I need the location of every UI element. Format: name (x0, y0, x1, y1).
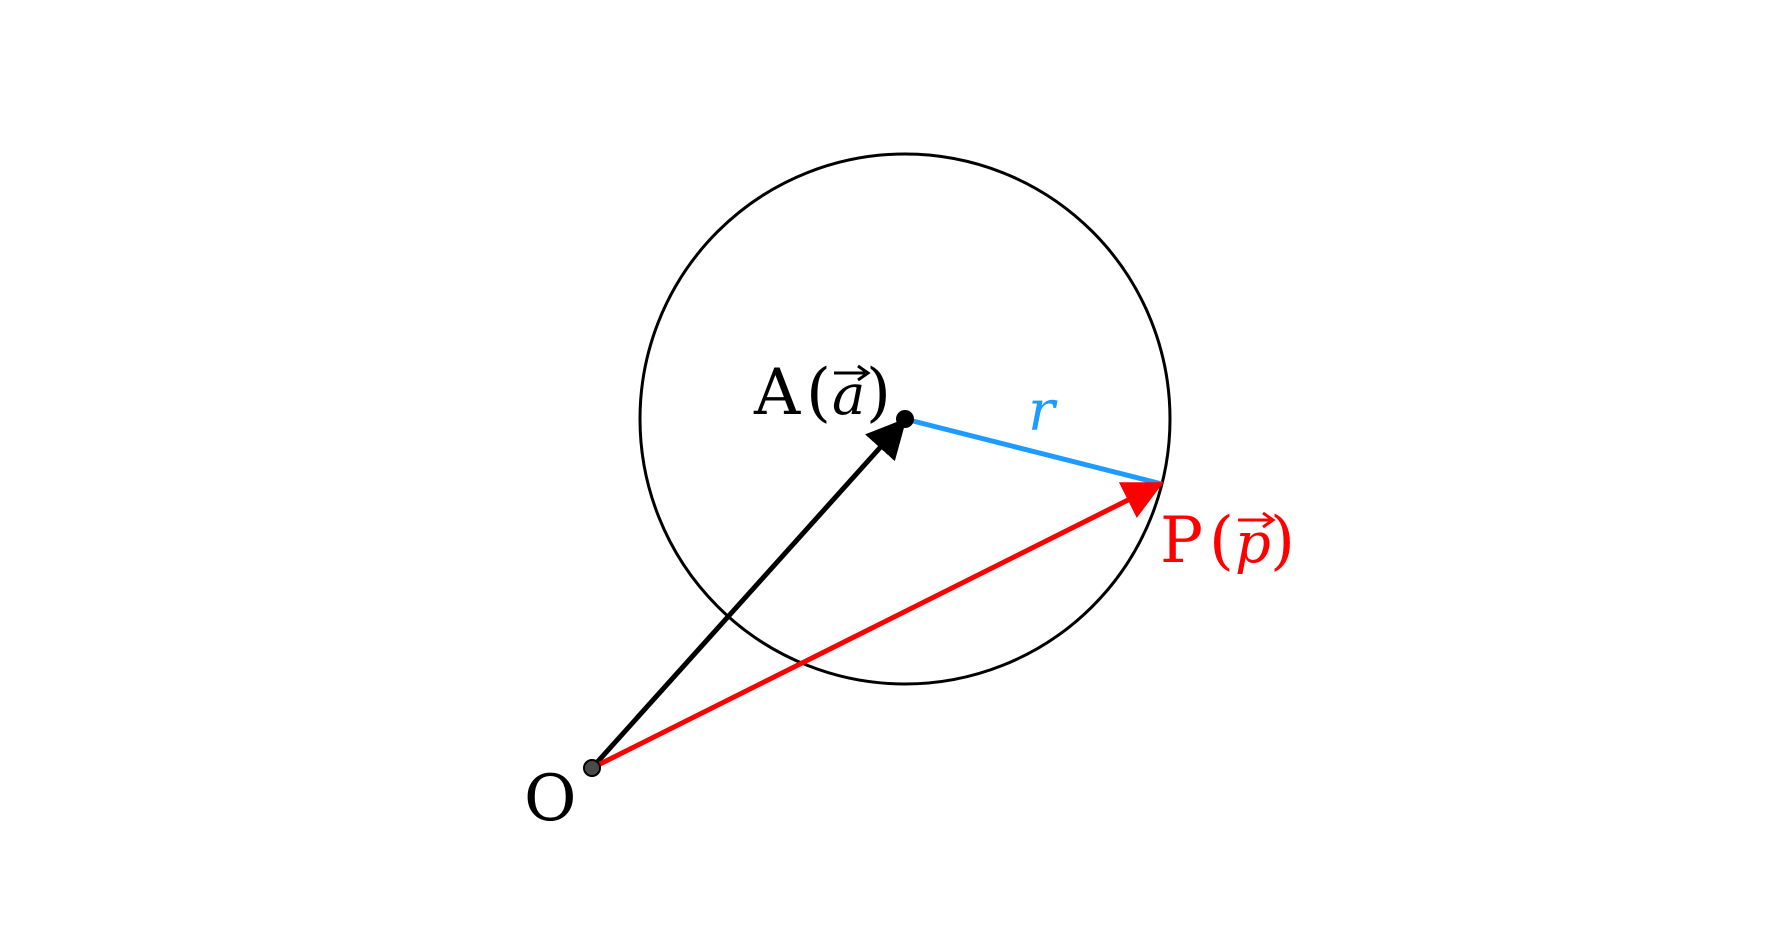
label-p-name: P (1160, 504, 1203, 578)
label-p-group: P ( p ) (1160, 504, 1295, 578)
label-a-vector-arrow-head (857, 364, 871, 382)
label-a-group: A ( a ) (753, 356, 891, 430)
label-a-name: A (753, 356, 801, 430)
point-o-dot (583, 759, 601, 777)
label-p-vector: p (1235, 511, 1271, 576)
label-a-paren-close: ) (866, 356, 891, 430)
label-p-paren-close: ) (1270, 504, 1295, 578)
label-p-paren-open: ( (1209, 504, 1234, 578)
vector-a-arrow (590, 418, 907, 770)
label-o: O (524, 762, 576, 836)
point-a-dot (896, 410, 914, 428)
vector-p-arrow (590, 481, 1164, 771)
label-r: r (1028, 379, 1058, 444)
label-a-paren-open: ( (806, 356, 831, 430)
sphere-circle (638, 152, 1172, 686)
label-p-vector-arrow-head (1262, 511, 1276, 529)
radius-segment (904, 416, 1163, 487)
